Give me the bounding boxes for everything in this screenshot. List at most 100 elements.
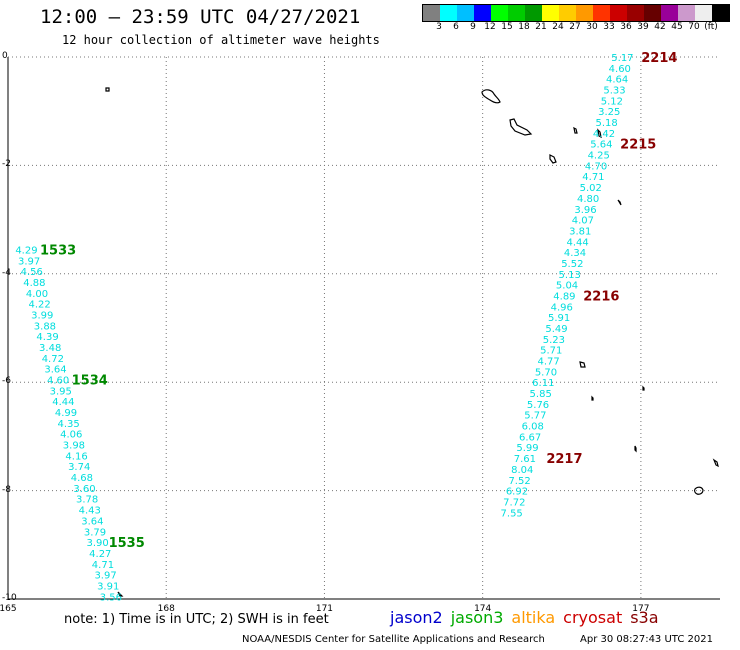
swh-value: 3.91: [97, 581, 119, 592]
swh-value: 5.77: [524, 411, 546, 422]
pass-number-label: 1534: [72, 373, 108, 388]
color-scale-label: 9: [470, 22, 476, 32]
timestamp: Apr 30 08:27:43 UTC 2021: [580, 634, 713, 645]
swh-value: 5.64: [590, 140, 612, 151]
altimeter-tracks: 4.293.974.564.884.004.223.993.884.393.48…: [15, 51, 677, 603]
swh-value: 4.29: [15, 245, 37, 256]
x-tick-label: 171: [315, 604, 334, 614]
legend-s3a: s3a: [630, 608, 659, 627]
footnote: note: 1) Time is in UTC; 2) SWH is in fe…: [64, 612, 329, 627]
color-scale-labels: 3 6 9 12 15 18 21 24 27 30 33 36 39 42 45 70 (ft): [422, 22, 740, 34]
island-outline: [549, 154, 557, 164]
swh-value: 4.44: [566, 237, 588, 248]
swh-value: 4.88: [23, 278, 45, 289]
x-tick-label: 177: [632, 604, 650, 614]
x-tick-label: 168: [157, 604, 175, 614]
island-outline: [105, 87, 110, 92]
swh-value: 4.07: [572, 216, 594, 227]
swh-value: 5.18: [595, 118, 617, 129]
x-tick-label: 165: [0, 604, 17, 614]
swh-value: 3.74: [68, 462, 90, 473]
pass-number-label: 2216: [583, 289, 619, 304]
color-swatch: [695, 5, 712, 21]
swh-value: 4.68: [71, 473, 93, 484]
swh-value: 4.00: [26, 289, 48, 300]
map-subtitle: 12 hour collection of altimeter wave hei…: [62, 33, 380, 47]
swh-value: 4.34: [564, 248, 586, 259]
swh-value: 3.96: [574, 205, 596, 216]
swh-value: 3.79: [84, 527, 106, 538]
swh-value: 3.97: [94, 571, 116, 582]
color-swatch: [627, 5, 644, 21]
swh-value: 3.98: [63, 441, 85, 452]
swh-value: 5.33: [603, 86, 625, 97]
swh-value: 7.61: [514, 454, 536, 465]
swh-value: 5.85: [530, 389, 552, 400]
swh-value: 5.12: [601, 96, 623, 107]
y-tick-label: -8: [2, 484, 11, 495]
swh-value: 4.35: [58, 419, 80, 430]
swh-value: 5.02: [580, 183, 602, 194]
pass-number-label: 1533: [40, 243, 76, 258]
color-swatch: [508, 5, 525, 21]
swh-value: 3.81: [569, 226, 591, 237]
island-outline: [481, 89, 501, 104]
color-swatch: [491, 5, 508, 21]
swh-value: 4.27: [89, 549, 111, 560]
color-swatch: [644, 5, 661, 21]
color-scale-label: 21: [535, 22, 547, 32]
color-scale-bar: [422, 4, 730, 22]
swh-value: 5.23: [543, 335, 565, 346]
swh-value: 5.99: [516, 443, 538, 454]
color-scale-label: 36: [620, 22, 632, 32]
island-outline: [642, 385, 645, 391]
swh-value: 3.90: [87, 538, 109, 549]
island-outline: [573, 126, 578, 134]
swh-value: 4.70: [585, 161, 607, 172]
legend-jason2: jason2: [390, 608, 443, 627]
pass-number-label: 2214: [641, 51, 677, 66]
swh-value: 3.60: [73, 484, 95, 495]
swh-value: 3.97: [18, 256, 40, 267]
swh-value: 4.89: [553, 291, 575, 302]
color-scale-label: 42: [654, 22, 666, 32]
swh-value: 3.64: [81, 516, 103, 527]
y-tick-label: -2: [2, 159, 11, 170]
swh-value: 4.80: [577, 194, 599, 205]
swh-value: 5.13: [559, 270, 581, 281]
swh-value: 3.64: [44, 365, 66, 376]
swh-value: 5.17: [611, 53, 633, 64]
swh-value: 5.71: [540, 346, 562, 357]
swh-value: 3.88: [34, 321, 56, 332]
swh-value: 7.72: [503, 497, 525, 508]
island-outline: [694, 486, 704, 495]
swh-value: 4.71: [92, 560, 114, 571]
color-scale-label: 70: [688, 22, 700, 32]
swh-value: 4.56: [21, 267, 43, 278]
color-scale-label: 12: [484, 22, 496, 32]
swh-value: 3.78: [76, 495, 98, 506]
swh-value: 4.06: [60, 430, 82, 441]
swh-value: 3.25: [598, 107, 620, 118]
swh-value: 4.72: [42, 354, 64, 365]
swh-value: 7.55: [501, 508, 523, 519]
swh-value: 4.96: [551, 302, 573, 313]
swh-value: 3.56: [100, 592, 122, 603]
y-tick-label: -4: [2, 267, 11, 278]
color-swatch: [661, 5, 678, 21]
color-scale-label: (ft): [704, 22, 718, 32]
island-outline: [597, 128, 602, 139]
swh-value: 4.43: [79, 506, 101, 517]
map-title: 12:00 – 23:59 UTC 04/27/2021: [40, 6, 361, 28]
island-outline: [591, 395, 594, 401]
island-outlines: [105, 87, 719, 597]
color-swatch: [423, 5, 440, 21]
island-outline: [117, 591, 124, 597]
swh-value: 8.04: [511, 465, 533, 476]
color-scale-label: 39: [637, 22, 649, 32]
swh-value: 5.49: [545, 324, 567, 335]
y-tick-label: -10: [2, 593, 17, 603]
swh-value: 4.99: [55, 408, 77, 419]
swh-value: 4.71: [582, 172, 604, 183]
island-outline: [634, 445, 637, 453]
